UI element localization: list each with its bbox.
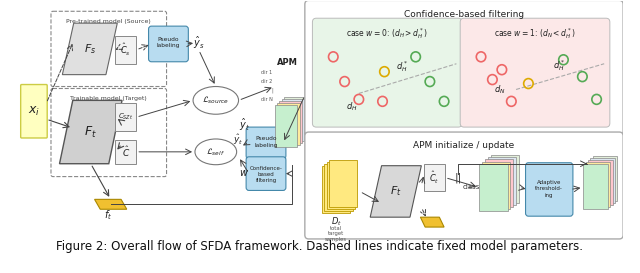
Text: $d_N$: $d_N$ — [494, 83, 506, 96]
Text: $\mathcal{L}_{source}$: $\mathcal{L}_{source}$ — [202, 95, 229, 106]
FancyBboxPatch shape — [479, 164, 508, 211]
Text: filtering: filtering — [255, 178, 276, 183]
FancyBboxPatch shape — [284, 97, 307, 139]
FancyBboxPatch shape — [275, 105, 297, 147]
Text: $\hat{C}_t$: $\hat{C}_t$ — [429, 170, 440, 186]
Text: $\mathcal{L}_{self}$: $\mathcal{L}_{self}$ — [206, 146, 225, 158]
Text: ||: || — [454, 172, 462, 183]
FancyBboxPatch shape — [305, 132, 623, 239]
FancyBboxPatch shape — [20, 85, 47, 138]
Text: Adaptive: Adaptive — [537, 180, 561, 185]
Text: dir 2: dir 2 — [261, 79, 273, 84]
FancyBboxPatch shape — [482, 162, 510, 209]
Text: ing: ing — [545, 193, 554, 198]
Text: Figure 2: Overall flow of SFDA framework. Dashed lines indicate fixed model para: Figure 2: Overall flow of SFDA framework… — [56, 240, 584, 253]
Text: $\hat{y}_s$: $\hat{y}_s$ — [193, 35, 205, 51]
FancyBboxPatch shape — [460, 18, 610, 127]
Text: $\hat{C}_s$: $\hat{C}_s$ — [120, 42, 131, 58]
Text: Confidence-: Confidence- — [250, 166, 282, 171]
Text: labeling: labeling — [254, 143, 278, 149]
Text: $\hat{y}_t$: $\hat{y}_t$ — [239, 117, 250, 133]
Text: $F_t$: $F_t$ — [390, 185, 402, 198]
Polygon shape — [60, 100, 122, 164]
Text: $F_s$: $F_s$ — [84, 42, 96, 56]
Polygon shape — [62, 23, 117, 75]
FancyBboxPatch shape — [115, 140, 136, 164]
Polygon shape — [420, 217, 444, 227]
Text: $D_t$: $D_t$ — [331, 216, 342, 229]
Text: $d_H^*$: $d_H^*$ — [553, 58, 564, 73]
FancyBboxPatch shape — [591, 158, 615, 203]
Ellipse shape — [195, 139, 237, 165]
Text: case $w=0$: $(d_H > d_H^*)$: case $w=0$: $(d_H > d_H^*)$ — [346, 26, 428, 40]
Text: case $w=1$: $(d_N < d_H^*)$: case $w=1$: $(d_N < d_H^*)$ — [494, 26, 576, 40]
FancyBboxPatch shape — [485, 159, 513, 207]
Text: dir 1: dir 1 — [261, 70, 273, 75]
FancyBboxPatch shape — [322, 166, 350, 213]
FancyBboxPatch shape — [329, 160, 357, 207]
Text: labeling: labeling — [157, 43, 180, 48]
FancyBboxPatch shape — [525, 163, 573, 216]
FancyBboxPatch shape — [115, 36, 136, 64]
Text: $w$: $w$ — [239, 168, 249, 178]
Text: Pseudo: Pseudo — [255, 136, 276, 141]
FancyBboxPatch shape — [279, 101, 302, 143]
FancyBboxPatch shape — [324, 164, 353, 211]
FancyBboxPatch shape — [115, 103, 136, 131]
FancyBboxPatch shape — [593, 156, 618, 201]
Text: threshold-: threshold- — [535, 186, 563, 191]
Text: $\hat{y}_t$: $\hat{y}_t$ — [233, 133, 243, 147]
FancyBboxPatch shape — [312, 18, 462, 127]
Ellipse shape — [193, 87, 239, 114]
Text: Pre-trained model (Source): Pre-trained model (Source) — [67, 19, 151, 24]
Text: $f_t$: $f_t$ — [104, 208, 112, 222]
Text: Confidence-based filtering: Confidence-based filtering — [404, 10, 524, 19]
FancyBboxPatch shape — [148, 26, 188, 62]
FancyBboxPatch shape — [246, 157, 286, 191]
FancyBboxPatch shape — [246, 127, 286, 159]
Text: APM initialize / update: APM initialize / update — [413, 141, 515, 150]
FancyBboxPatch shape — [305, 0, 623, 135]
Text: $F_t$: $F_t$ — [84, 124, 97, 140]
FancyBboxPatch shape — [282, 99, 305, 141]
FancyBboxPatch shape — [586, 162, 611, 207]
Text: $d_H^*$: $d_H^*$ — [396, 59, 408, 74]
Text: dir N: dir N — [260, 97, 273, 102]
Polygon shape — [370, 166, 421, 217]
Text: $x_i$: $x_i$ — [28, 105, 40, 118]
FancyBboxPatch shape — [326, 162, 355, 209]
Text: $\hat{C}$: $\hat{C}$ — [122, 144, 130, 159]
Text: $C_{SZt}$: $C_{SZt}$ — [118, 112, 134, 122]
Text: class: class — [463, 185, 480, 191]
Text: target: target — [328, 232, 344, 236]
Text: $d_H$: $d_H$ — [346, 100, 358, 112]
FancyBboxPatch shape — [588, 160, 612, 205]
Text: total: total — [330, 225, 342, 231]
Polygon shape — [95, 199, 127, 209]
FancyBboxPatch shape — [424, 164, 445, 191]
FancyBboxPatch shape — [488, 157, 516, 205]
FancyBboxPatch shape — [490, 155, 519, 203]
Text: |: | — [271, 88, 273, 93]
Text: Trainable model (Target): Trainable model (Target) — [70, 96, 147, 101]
Text: Pseudo: Pseudo — [157, 37, 179, 43]
FancyBboxPatch shape — [583, 164, 608, 209]
FancyBboxPatch shape — [277, 103, 300, 145]
Text: based: based — [258, 172, 275, 177]
Text: APM: APM — [277, 58, 298, 67]
Text: samples: samples — [325, 238, 347, 242]
